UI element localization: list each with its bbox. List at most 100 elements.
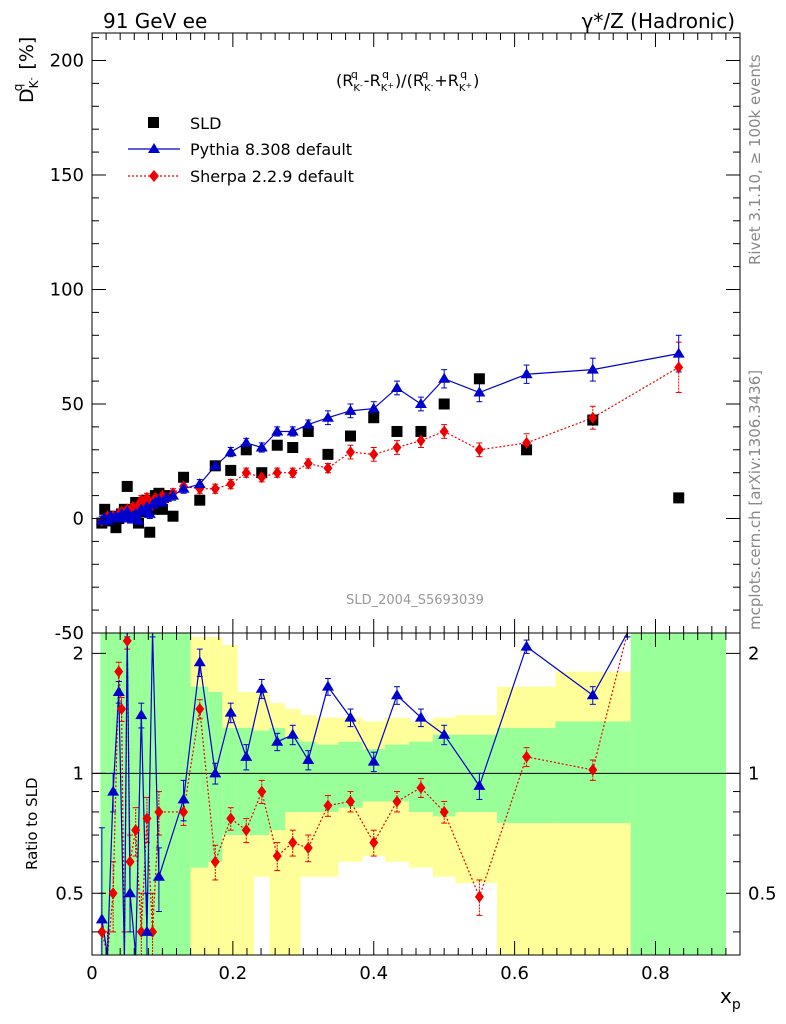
ratio-pythia-point — [414, 711, 427, 722]
ratio-pythia-point — [390, 689, 403, 700]
uncertainty-band-inner — [141, 633, 149, 955]
sherpa-point — [345, 446, 355, 459]
sld-point — [322, 448, 334, 460]
uncertainty-band-inner — [315, 744, 339, 812]
legend-pythia-marker — [148, 143, 160, 153]
pythia-point — [414, 397, 427, 408]
ratio-pythia-point — [286, 728, 299, 739]
sherpa-point — [323, 462, 333, 475]
pythia-point — [438, 372, 451, 383]
ratio-sherpa-point — [323, 799, 333, 812]
sherpa-line — [101, 366, 680, 522]
pythia-point — [167, 489, 179, 500]
ratio-pythia-point — [321, 680, 334, 691]
pythia-line — [101, 353, 679, 523]
ratio-pythia-point — [140, 925, 153, 936]
uncertainty-band-inner — [300, 741, 316, 812]
pythia-point — [132, 514, 145, 525]
sherpa-point — [369, 448, 379, 461]
ratio-pythia-point — [124, 887, 137, 898]
ratio-sherpa-point — [114, 665, 124, 678]
sherpa-point — [674, 361, 684, 374]
sld-point — [368, 412, 380, 424]
uncertainty-band-inner — [432, 734, 456, 817]
ratio-pythia-point — [107, 785, 120, 796]
uncertainty-band-inner — [127, 633, 135, 955]
ratio-ytick-label: 2 — [73, 643, 84, 664]
ratio-pythia-point — [209, 767, 222, 778]
uncertainty-band-inner — [284, 738, 301, 812]
ratio-sherpa-point — [474, 890, 484, 903]
uncertainty-band-inner — [148, 633, 156, 955]
analysis-watermark: SLD_2004_S5693039 — [346, 593, 484, 608]
ratio-pythia-point — [152, 870, 165, 881]
ratio-pythia-point — [520, 640, 533, 651]
uncertainty-band-inner — [162, 633, 170, 955]
ratio-ytick-label: 0.5 — [55, 883, 84, 904]
formula: (RK-q -RK+q)/(RK-q +RK+q) — [336, 68, 479, 94]
ratio-sherpa-point — [108, 887, 118, 900]
xtick-label: 0 — [86, 963, 97, 984]
pythia-point — [672, 347, 685, 358]
sld-point — [178, 471, 190, 483]
uncertainty-band-inner — [254, 730, 270, 836]
sherpa-point — [439, 425, 449, 438]
uncertainty-band-inner — [169, 633, 177, 955]
sld-point — [194, 494, 206, 506]
ratio-pythia-point — [135, 709, 148, 720]
formula-text: (RK-q -RK+q)/(RK-q +RK+q) — [336, 68, 479, 94]
sherpa-point — [588, 411, 598, 424]
legend-sherpa-marker — [149, 170, 159, 182]
uncertainty-band-inner — [120, 633, 128, 955]
uncertainty-band-inner — [237, 727, 254, 836]
ratio-sherpa-point — [241, 824, 251, 837]
x-axis-label-text: xp — [720, 984, 741, 1013]
ratio-sherpa-point — [257, 785, 267, 798]
uncertainty-band-inner — [408, 741, 433, 812]
ratio-pythia-point — [255, 682, 268, 693]
sld-point — [287, 442, 299, 454]
ratio-pythia-point — [112, 685, 125, 696]
sld-point — [391, 425, 403, 437]
sld-point — [130, 496, 142, 508]
ratio-sherpa-point — [226, 812, 236, 825]
pythia-point — [255, 441, 268, 452]
pythia-point — [271, 425, 284, 436]
ratio-sherpa-point — [522, 750, 532, 763]
uncertainty-band-inner — [155, 633, 163, 955]
ratio-pythia-point — [224, 706, 237, 717]
pythia-point — [344, 404, 357, 415]
pythia-point — [286, 425, 299, 436]
ratio-sherpa-point — [131, 824, 141, 837]
ratio-ytick-label-right: 0.5 — [748, 883, 777, 904]
sherpa-point — [241, 466, 251, 479]
ratio-ylabel: Ratio to SLD — [23, 777, 41, 870]
ratio-pythia-point — [177, 793, 190, 804]
ratio-sherpa-point — [588, 763, 598, 776]
main-ytick-label: 0 — [73, 508, 84, 529]
sld-point — [121, 480, 133, 492]
ratio-pythia-point — [438, 728, 451, 739]
ratio-plot: 0 0.2 0.4 0.6 0.8 0.5 0.5 1 1 2 2 — [55, 632, 777, 984]
sld-point — [344, 430, 356, 442]
xtick-label: 0.4 — [359, 963, 388, 984]
pythia-point — [473, 386, 486, 397]
sld-point — [473, 373, 485, 385]
rivet-label: Rivet 3.1.10, ≥ 100k events — [746, 54, 764, 265]
ratio-sherpa-point — [154, 805, 164, 818]
ratio-sherpa-point — [439, 805, 449, 818]
header-right: γ*/Z (Hadronic) — [582, 9, 735, 33]
uncertainty-band-inner — [630, 633, 726, 955]
main-ytick-label: 150 — [50, 165, 84, 186]
sherpa-point — [257, 471, 267, 484]
legend-sld-marker — [148, 117, 159, 128]
pythia-point — [520, 368, 533, 379]
xtick-label: 0.8 — [641, 963, 670, 984]
main-ytick-label: 50 — [61, 394, 84, 415]
sld-point — [153, 487, 165, 499]
sld-point — [438, 398, 450, 410]
legend: SLD Pythia 8.308 default Sherpa 2.2.9 de… — [128, 114, 354, 186]
ratio-pythia-point — [367, 755, 380, 766]
ratio-sherpa-point — [272, 850, 282, 863]
uncertainty-band-inner — [362, 749, 386, 802]
